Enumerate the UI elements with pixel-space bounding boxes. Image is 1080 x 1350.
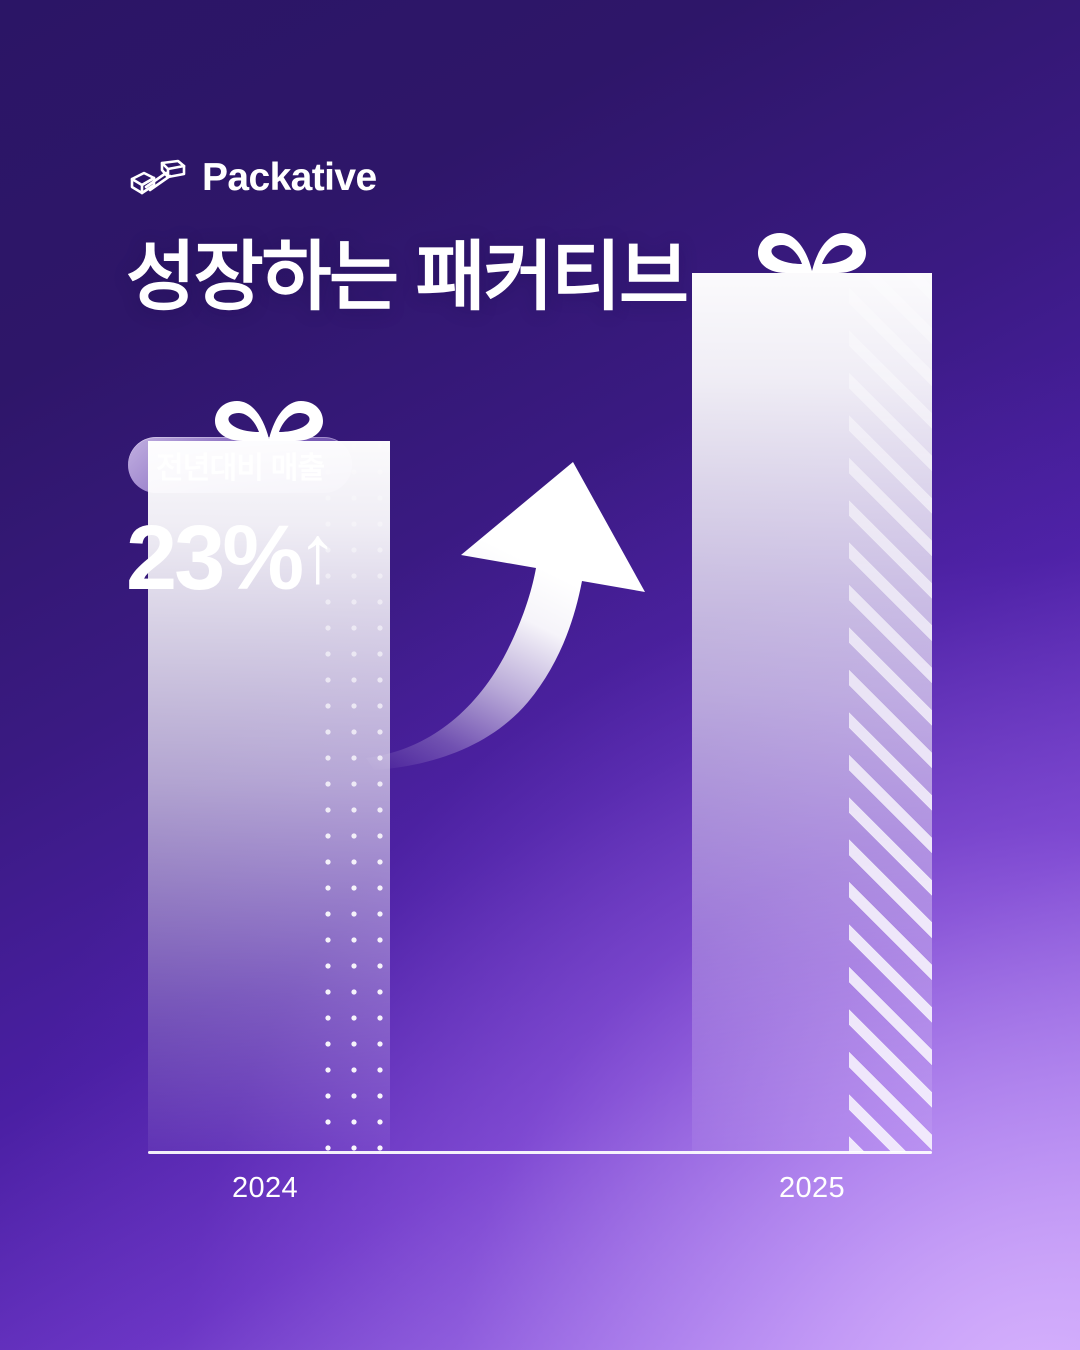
brand-name: Packative (202, 155, 377, 199)
curved-growth-arrow-icon (360, 440, 660, 770)
brand-logo: Packative (128, 157, 377, 197)
bar-2025-stripe-pattern (849, 273, 932, 1152)
growth-stat: 23% ↑ (126, 512, 338, 604)
page-title: 성장하는 패커티브 (126, 235, 689, 320)
status-badge-label: 전년대비 매출 (156, 452, 325, 485)
bar-2025 (692, 273, 932, 1152)
status-badge: 전년대비 매출 (128, 437, 353, 493)
x-tick-label-2024: 2024 (231, 1172, 299, 1204)
package-box-icon (128, 157, 188, 197)
gift-bow-icon-2025 (756, 207, 868, 273)
chart-axis-line (148, 1151, 932, 1154)
arrow-up-icon: ↑ (297, 509, 339, 600)
bar-2025-fill (692, 273, 932, 1152)
x-tick-label-2025: 2025 (778, 1172, 846, 1204)
growth-stat-value: 23% (126, 507, 304, 609)
gift-bow-icon-2024 (213, 375, 325, 441)
